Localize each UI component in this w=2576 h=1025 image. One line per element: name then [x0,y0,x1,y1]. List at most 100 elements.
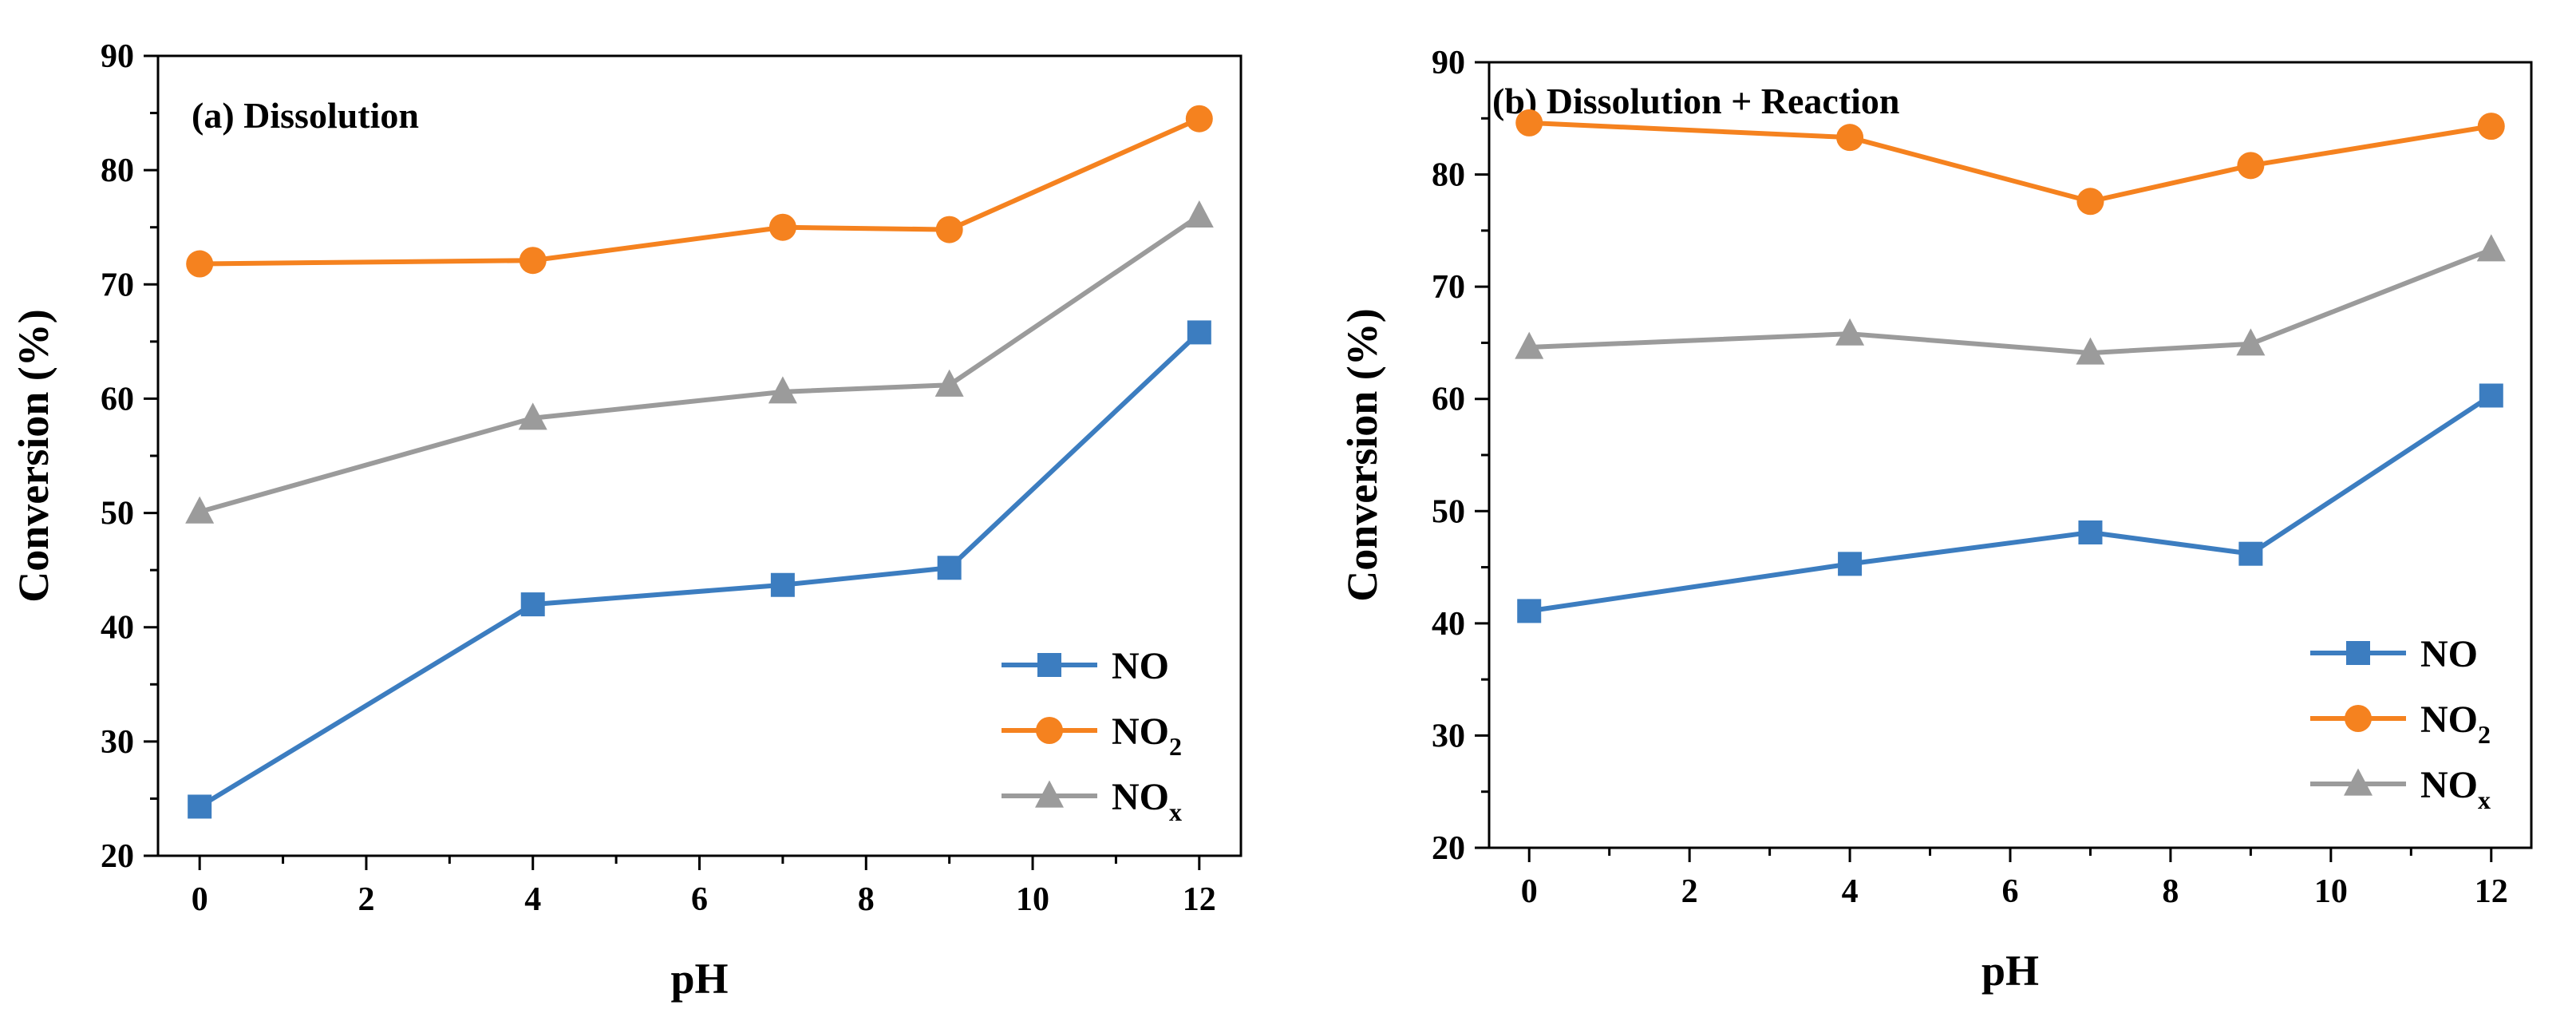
legend-label: NO2 [1112,710,1182,761]
legend-label: NOx [2420,764,2491,814]
legend-label: NO [1112,645,1169,687]
data-point [186,250,214,278]
legend-marker [1037,653,1061,677]
legend-label-subscript: x [1169,797,1182,826]
data-point [2076,188,2104,216]
x-tick-label: 0 [192,881,208,918]
legend-label-subscript: x [2478,786,2491,814]
legend-label: NOx [1112,776,1182,826]
x-tick-label: 10 [2314,873,2348,910]
data-point [2076,337,2105,365]
legend-marker [1035,780,1064,808]
y-tick-label: 80 [101,152,134,189]
panel-title: (b) Dissolution + Reaction [1492,81,1900,121]
y-tick-label: 50 [1432,493,1465,530]
data-point [188,794,212,819]
series-circle [1515,109,2505,216]
y-tick-label: 20 [1432,830,1465,867]
series-line [1529,247,2492,356]
chart-panel-a: 20 30 40 50 60 70 80 90 0 2 4 6 8 10 12 pH Conversion (%… [10,38,1243,1003]
legend-marker [2344,768,2373,796]
x-tick-label: 6 [691,881,708,918]
x-axis-title: pH [1981,947,2039,995]
legend-label-main: NO [1112,710,1169,753]
y-axis-title: Conversion (%) [1338,308,1386,601]
legend-label-main: NO [2420,633,2478,675]
y-axis-title: Conversion (%) [10,309,57,602]
legend-label: NO [2420,633,2478,675]
data-point [937,556,962,580]
x-tick-label: 4 [524,881,541,918]
x-tick-label: 4 [1842,873,1859,910]
series-line [200,116,1201,267]
data-point [2078,520,2103,544]
x-tick-label: 0 [1521,873,1538,910]
data-point [1835,318,1865,346]
y-tick-label: 30 [101,724,134,761]
data-point [934,369,964,397]
series-square [1517,383,2503,623]
x-tick-label: 12 [1183,881,1216,918]
legend-marker [2346,641,2370,665]
legend-label-subscript: 2 [1169,732,1182,761]
data-point [1185,105,1213,133]
data-point [2237,152,2265,180]
y-tick-label: 40 [101,610,134,647]
data-point [1187,320,1211,345]
data-point [519,247,547,275]
data-point [1836,124,1864,152]
legend-label-main: NO [2420,699,2478,741]
y-tick-label: 80 [1432,157,1465,194]
legend-marker [2345,705,2372,732]
data-point [768,213,796,241]
data-point [2236,328,2266,356]
x-tick-label: 10 [1016,881,1049,918]
data-point [2477,113,2505,140]
legend-marker [1036,717,1063,744]
y-tick-label: 20 [101,838,134,875]
y-tick-label: 50 [101,496,134,532]
x-tick-label: 6 [2002,873,2019,910]
y-tick-label: 70 [1432,269,1465,306]
x-tick-label: 2 [358,881,374,918]
series-triangle [185,200,1214,524]
panel-title: (a) Dissolution [192,95,419,136]
legend-label-subscript: 2 [2478,720,2491,749]
legend-label-main: NO [2420,764,2478,806]
series-triangle [1515,234,2506,365]
data-point [1184,200,1214,228]
x-tick-label: 2 [1681,873,1698,910]
y-tick-label: 90 [101,38,134,75]
legend-label-main: NO [1112,776,1169,818]
data-point [1515,109,1543,137]
data-point [520,592,545,617]
data-point [935,216,963,243]
data-point [770,572,795,597]
y-tick-label: 60 [1432,382,1465,418]
data-point [1517,599,1542,623]
x-axis-title: pH [670,955,728,1003]
y-tick-label: 40 [1432,606,1465,643]
x-tick-label: 8 [2162,873,2179,910]
data-point [768,376,797,404]
x-tick-label: 8 [858,881,875,918]
y-tick-label: 60 [101,381,134,418]
series-square [188,320,1211,819]
legend-label-main: NO [1112,645,1169,687]
legend-label: NO2 [2420,699,2491,749]
data-point [2238,541,2263,566]
x-tick-label: 12 [2475,873,2508,910]
data-point [1838,552,1863,576]
chart-panel-b: 20 30 40 50 60 70 80 90 0 2 4 6 8 10 12 pH Conversion (%… [1338,45,2533,995]
data-point [185,496,215,524]
y-tick-label: 70 [101,267,134,303]
data-point [1515,331,1544,359]
series-line [1528,393,2493,614]
series-line [1529,120,2492,204]
data-point [2479,383,2503,408]
y-tick-label: 90 [1432,45,1465,81]
series-circle [186,105,1213,278]
